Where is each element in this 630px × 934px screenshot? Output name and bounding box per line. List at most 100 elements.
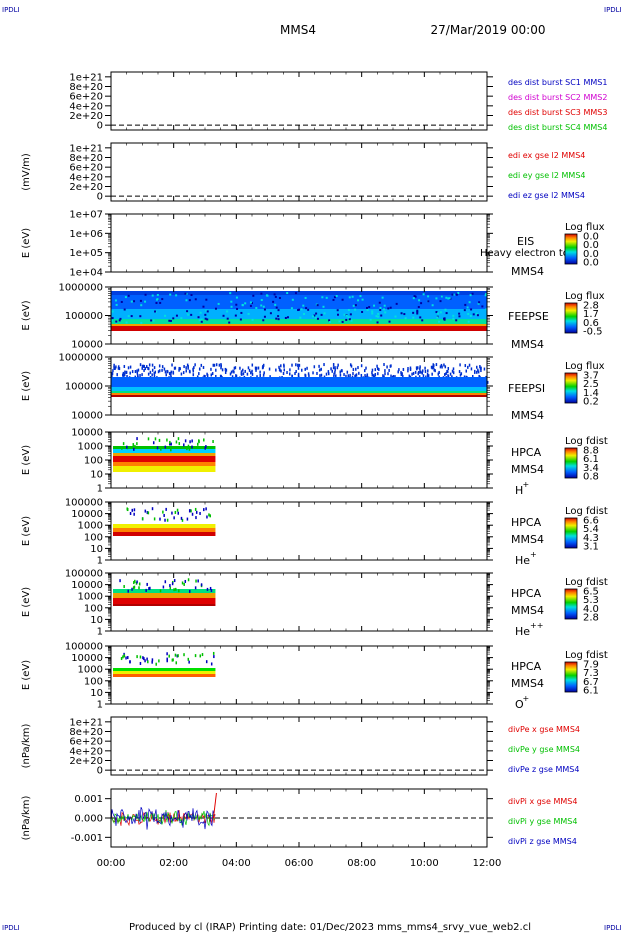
speckle xyxy=(378,301,381,304)
speckle xyxy=(193,366,195,370)
speckle xyxy=(226,317,229,320)
y-tick-label: 6e+20 xyxy=(69,737,103,748)
speckle xyxy=(463,309,466,312)
speckle xyxy=(177,511,180,515)
y-tick-label: 0.001 xyxy=(74,794,103,805)
speckle xyxy=(147,366,149,370)
speckle xyxy=(186,311,189,314)
speckle xyxy=(232,369,234,373)
speckle xyxy=(318,364,320,368)
speckle xyxy=(153,374,156,378)
band xyxy=(111,395,487,397)
speckle xyxy=(123,373,125,377)
y-tick-label: 6e+20 xyxy=(69,163,103,174)
speckle xyxy=(246,372,249,376)
speckle xyxy=(224,371,227,375)
speckle xyxy=(277,309,280,312)
speckle xyxy=(375,315,378,318)
y-tick-label: 0 xyxy=(97,766,103,777)
speckle xyxy=(225,368,228,372)
charge-label: + xyxy=(523,694,530,703)
speckle xyxy=(323,312,326,315)
speckle xyxy=(320,373,323,377)
speckle xyxy=(166,659,168,663)
speckle xyxy=(176,654,179,658)
speckle xyxy=(313,314,316,317)
speckle xyxy=(119,317,122,320)
speckle xyxy=(426,372,429,376)
speckle xyxy=(486,380,489,384)
speckle xyxy=(249,301,252,304)
speckle xyxy=(172,658,174,662)
speckle xyxy=(137,368,140,372)
speckle xyxy=(345,374,347,378)
speckle xyxy=(151,363,154,367)
speckle xyxy=(297,374,300,378)
speckle xyxy=(132,586,135,590)
x-tick-label: 10:00 xyxy=(410,858,439,869)
speckle xyxy=(332,366,335,370)
speckle xyxy=(152,441,155,445)
speckle xyxy=(327,372,330,376)
speckle xyxy=(166,370,169,374)
plot-date: 27/Mar/2019 00:00 xyxy=(431,23,546,37)
spectrogram xyxy=(113,437,216,472)
speckle xyxy=(136,580,138,584)
speckle xyxy=(154,310,157,313)
y-tick-label: 1 xyxy=(97,627,103,638)
speckle xyxy=(333,372,335,376)
speckle xyxy=(400,371,402,375)
speckle xyxy=(187,657,190,661)
speckle xyxy=(455,319,458,322)
speckle xyxy=(388,368,390,372)
speckle xyxy=(278,365,280,369)
speckle xyxy=(248,368,251,372)
speckle xyxy=(136,437,138,441)
speckle xyxy=(435,311,438,314)
speckle xyxy=(173,588,175,592)
speckle xyxy=(255,368,257,372)
colorbar-title: Log flux xyxy=(565,361,605,372)
speckle xyxy=(417,372,419,376)
speckle xyxy=(336,313,339,316)
band xyxy=(113,462,216,466)
y-tick-label: 0 xyxy=(97,192,103,203)
speckle xyxy=(449,372,452,376)
speckle xyxy=(297,366,300,370)
spacecraft-label: MMS4 xyxy=(511,338,544,351)
speckle xyxy=(123,308,126,311)
speckle xyxy=(165,373,167,377)
speckle xyxy=(126,375,128,379)
speckle xyxy=(297,364,299,368)
colorbar-tick-label: 4.3 xyxy=(583,533,599,544)
band xyxy=(113,446,216,449)
speckle xyxy=(175,440,178,444)
speckle xyxy=(443,363,445,367)
speckle xyxy=(147,660,149,664)
y-tick-label: 8e+20 xyxy=(69,153,103,164)
speckle xyxy=(316,371,318,375)
speckle xyxy=(197,316,200,319)
speckle xyxy=(163,513,165,517)
speckle xyxy=(156,446,159,450)
speckle xyxy=(214,307,217,310)
charge-label: ++ xyxy=(530,621,543,630)
speckle xyxy=(143,368,145,372)
colorbar xyxy=(564,233,578,265)
band xyxy=(111,309,487,319)
speckle xyxy=(222,314,225,317)
speckle xyxy=(260,304,263,307)
band xyxy=(113,598,216,604)
speckle xyxy=(283,368,286,372)
speckle xyxy=(334,370,336,374)
speckle xyxy=(282,371,285,375)
speckle xyxy=(320,367,322,371)
legend-entry: des dist burst SC1 MMS1 xyxy=(508,78,607,87)
y-tick-label: 2e+20 xyxy=(69,111,103,122)
speckle xyxy=(467,365,469,369)
colorbar xyxy=(564,588,578,620)
speckle xyxy=(185,299,188,302)
legend-entry: des dist burst SC2 MMS2 xyxy=(508,93,607,102)
speckle xyxy=(171,582,174,586)
